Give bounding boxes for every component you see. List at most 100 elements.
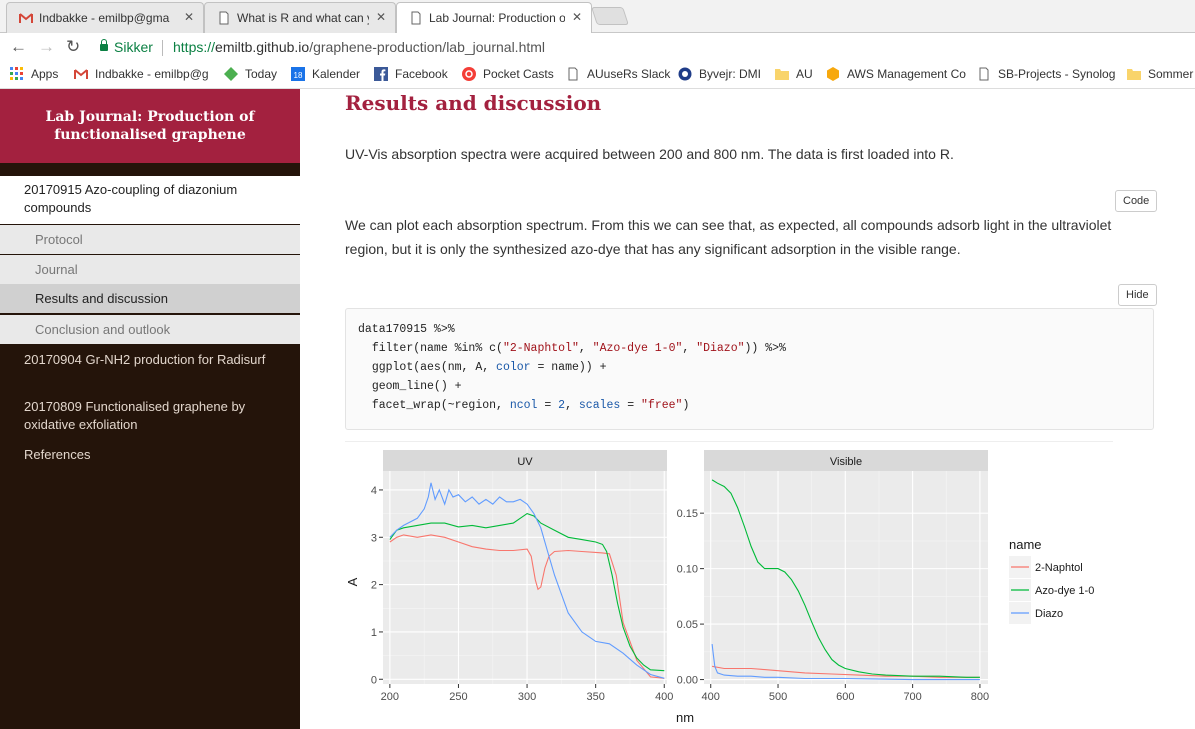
- close-icon[interactable]: ✕: [571, 10, 582, 24]
- calendar-icon: 18: [291, 67, 305, 81]
- x-tick-label: 200: [381, 691, 399, 703]
- folder-icon: [775, 69, 789, 80]
- url-text[interactable]: https://emiltb.github.io/graphene-produc…: [173, 39, 546, 55]
- code-toggle-button[interactable]: Code: [1115, 190, 1158, 212]
- x-tick-label: 400: [702, 691, 720, 703]
- facet-strip-label: Visible: [830, 456, 862, 468]
- legend-label: Azo-dye 1-0: [1035, 585, 1094, 597]
- hide-code-button[interactable]: Hide: [1118, 284, 1157, 306]
- bookmark-today[interactable]: Today: [224, 67, 277, 81]
- legend-title: name: [1009, 537, 1042, 552]
- bookmark-sommer[interactable]: Sommer: [1127, 67, 1193, 81]
- y-tick-label: 3: [371, 532, 377, 544]
- toc-item-results-and-discussion[interactable]: Results and discussion: [0, 284, 300, 313]
- facebook-icon: [374, 67, 388, 81]
- series-line-2-naphtol: [389, 534, 665, 679]
- secure-indicator[interactable]: Sikker: [100, 39, 153, 55]
- x-axis-title: nm: [676, 710, 694, 725]
- code-line: filter(name %in% c("2-Naphtol", "Azo-dye…: [371, 342, 786, 355]
- close-icon[interactable]: ✕: [375, 10, 386, 24]
- reload-icon[interactable]: ↻: [66, 37, 81, 56]
- x-tick-label: 600: [836, 691, 854, 703]
- bookmark-apps[interactable]: Apps: [10, 67, 58, 81]
- section-heading: Results and discussion: [345, 91, 602, 115]
- bookmark-facebook[interactable]: Facebook: [374, 67, 448, 81]
- toc-item-conclusion[interactable]: Conclusion and outlook: [0, 315, 300, 344]
- code-line: ggplot(aes(nm, A, color = name)) +: [371, 361, 607, 374]
- bookmark-byvejr-dmi[interactable]: Byvejr: DMI: [678, 67, 761, 81]
- bookmark-sb-projects[interactable]: SB-Projects - Synolog: [977, 67, 1115, 81]
- code-line: facet_wrap(~region, ncol = 2, scales = "…: [371, 399, 690, 412]
- page-icon: [219, 11, 229, 25]
- bookmark-aws[interactable]: AWS Management Co: [826, 67, 966, 81]
- series-line-azo-dye-1-0: [711, 479, 980, 678]
- x-tick-label: 300: [518, 691, 536, 703]
- legend-label: 2-Naphtol: [1035, 562, 1083, 574]
- forward-arrow-icon[interactable]: →: [38, 37, 55, 56]
- panel-background: [704, 471, 988, 684]
- toc-item-journal[interactable]: Journal: [0, 255, 300, 284]
- absorption-plot: UV 200 250 300 350 400 0 1 2 3 4 Visible 400 500 600 70…: [345, 441, 1113, 729]
- address-toolbar: ← → ↻ Sikker https://emiltb.github.io/gr…: [0, 33, 1195, 61]
- lock-icon: [100, 39, 108, 51]
- paragraph-intro: UV-Vis absorption spectra were acquired …: [345, 146, 954, 162]
- series-line-diazo: [711, 644, 980, 681]
- x-tick-label: 250: [449, 691, 467, 703]
- dmi-icon: [678, 67, 692, 81]
- main-content: Results and discussion UV-Vis absorption…: [300, 89, 1195, 729]
- y-tick-label: 4: [371, 485, 377, 497]
- close-icon[interactable]: ✕: [183, 10, 194, 24]
- toc-item-gr-nh2[interactable]: 20170904 Gr-NH2 production for Radisurf: [24, 352, 266, 367]
- y-tick-label: 0.00: [677, 675, 698, 687]
- gmail-icon: [74, 69, 88, 79]
- panel-background: [383, 471, 667, 684]
- code-line: data170915 %>%: [358, 323, 455, 336]
- new-tab-button[interactable]: [591, 7, 629, 25]
- aws-icon: [827, 67, 839, 81]
- url-bar[interactable]: Sikker https://emiltb.github.io/graphene…: [92, 35, 1192, 59]
- tab-what-is-r[interactable]: What is R and what can y ✕: [204, 2, 396, 33]
- page-icon: [979, 67, 989, 81]
- today-icon: [224, 67, 238, 81]
- tab-label: Indbakke - emilbp@gma: [39, 11, 170, 25]
- back-arrow-icon[interactable]: ←: [10, 37, 27, 56]
- series-line-diazo: [389, 482, 665, 679]
- y-tick-label: 2: [371, 580, 377, 592]
- folder-icon: [1127, 69, 1141, 80]
- page-icon: [568, 67, 578, 81]
- series-line-2-naphtol: [712, 665, 980, 678]
- facet-strip: [383, 450, 667, 471]
- toc-item-protocol[interactable]: Protocol: [0, 225, 300, 254]
- x-tick-label: 500: [769, 691, 787, 703]
- series-line-azo-dye-1-0: [389, 512, 665, 672]
- site-title[interactable]: Lab Journal: Production of functionalise…: [45, 109, 255, 143]
- bookmark-indbakke[interactable]: Indbakke - emilbp@g: [74, 67, 209, 81]
- x-tick-label: 800: [971, 691, 989, 703]
- bookmark-kalender[interactable]: 18 Kalender: [291, 67, 360, 81]
- y-tick-label: 0.05: [677, 619, 698, 631]
- bookmark-au[interactable]: AU: [775, 67, 813, 81]
- code-block: data170915 %>% filter(name %in% c("2-Nap…: [345, 308, 1154, 430]
- x-tick-label: 400: [655, 691, 673, 703]
- toc-item-functionalised-graphene[interactable]: 20170809 Functionalised graphene by oxid…: [24, 399, 246, 432]
- toc-sidebar: Lab Journal: Production of functionalise…: [0, 89, 300, 729]
- tab-lab-journal[interactable]: Lab Journal: Production o ✕: [396, 2, 592, 34]
- x-tick-label: 700: [903, 691, 921, 703]
- tab-label: Lab Journal: Production o: [429, 11, 565, 25]
- y-axis-title: A: [345, 577, 360, 586]
- tab-label: What is R and what can y: [237, 11, 369, 25]
- y-tick-label: 0: [371, 674, 377, 686]
- sidebar-header: Lab Journal: Production of functionalise…: [0, 89, 300, 163]
- bookmark-pocket-casts[interactable]: Pocket Casts: [462, 67, 554, 81]
- toc-item-references[interactable]: References: [24, 447, 91, 462]
- browser-tab-strip: Indbakke - emilbp@gma ✕ What is R and wh…: [0, 0, 1195, 34]
- tab-gmail[interactable]: Indbakke - emilbp@gma ✕: [6, 2, 204, 33]
- bookmark-auusers-slack[interactable]: AUuseRs Slack: [566, 67, 670, 81]
- gmail-icon: [19, 13, 33, 23]
- facet-strip: [704, 450, 988, 471]
- toc-item-current-section[interactable]: 20170915 Azo-coupling of diazonium compo…: [0, 176, 300, 224]
- plot-canvas: UV 200 250 300 350 400 0 1 2 3 4 Visible 400 500 600 70…: [345, 450, 1094, 725]
- paragraph-plot-description: We can plot each absorption spectrum. Fr…: [345, 217, 1112, 257]
- bookmarks-bar: Apps Indbakke - emilbp@g Today 18 Kalende…: [0, 62, 1195, 89]
- divider: [162, 40, 163, 56]
